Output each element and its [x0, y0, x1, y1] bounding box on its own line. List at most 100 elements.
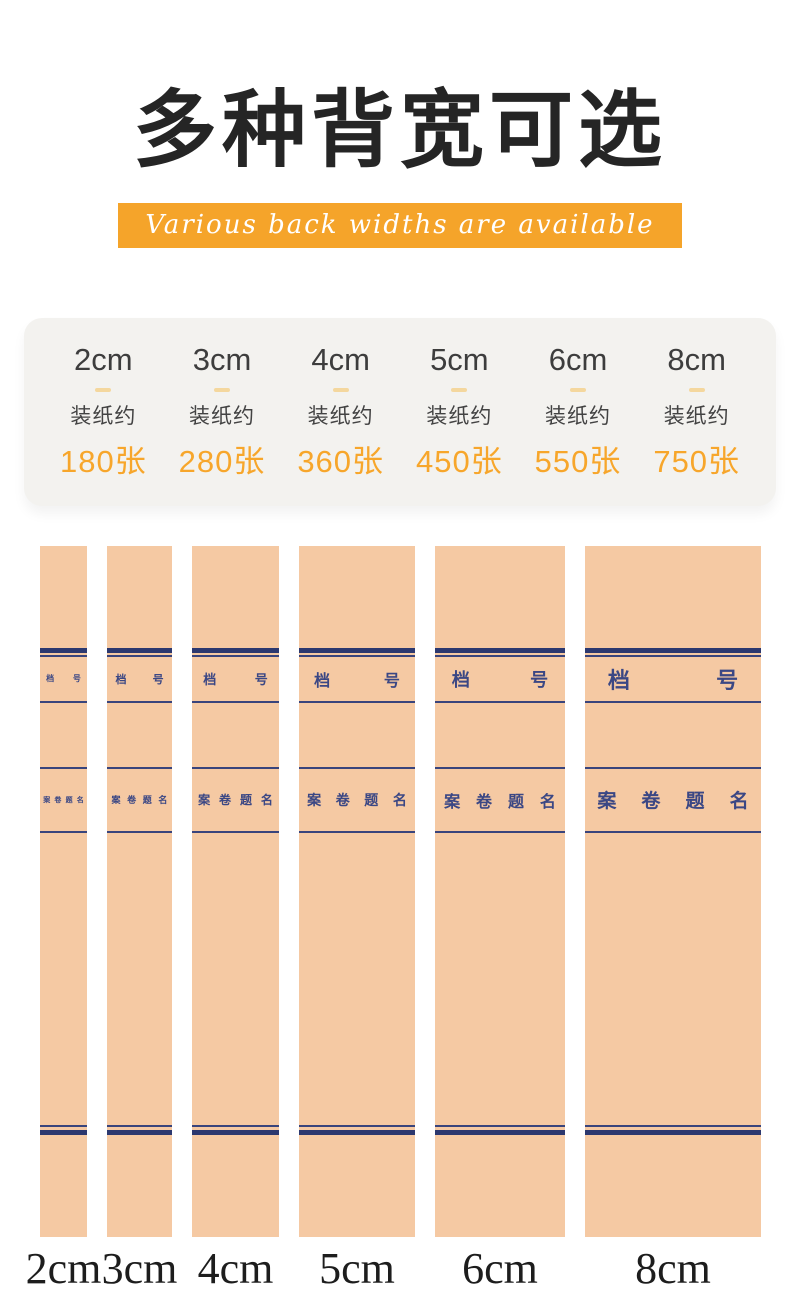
- spine-top-blank: [107, 546, 172, 648]
- spine-rule-thin: [435, 766, 565, 769]
- file-number-char: 号: [716, 667, 739, 693]
- spine-rule-thick: [585, 1129, 761, 1135]
- archive-spine-6cm: 档号案卷题名: [435, 545, 565, 1237]
- spec-sheet-count: 750张: [653, 443, 741, 479]
- spec-sheet-count: 360张: [297, 443, 385, 479]
- spine-rule-thick: [299, 647, 415, 653]
- file-title-char: 案: [111, 795, 121, 806]
- spine-size-label: 2cm: [25, 1243, 102, 1293]
- file-number-char: 档: [203, 672, 217, 688]
- spine-rule-thin: [107, 654, 172, 657]
- spec-column-6cm: 6cm 装纸约 550张: [519, 342, 638, 506]
- spine-column-2cm: 档号案卷题名 2cm: [26, 545, 101, 1293]
- specs-card: 2cm 装纸约 180张 3cm 装纸约 280张 4cm 装纸约 360张 5cm 装纸约 450张…: [24, 317, 776, 506]
- spec-dash-divider: [451, 387, 468, 392]
- spine-rule-thick: [107, 1129, 172, 1135]
- file-title-char: 案: [198, 793, 211, 808]
- file-title-row: 案卷题名: [192, 769, 279, 831]
- spine-rule-thin: [40, 654, 87, 657]
- spine-column-3cm: 档号案卷题名 3cm: [102, 545, 177, 1293]
- spine-top-blank: [585, 546, 761, 648]
- spine-rule-thin: [299, 700, 415, 703]
- file-title-char: 案: [597, 791, 617, 813]
- file-title-row: 案卷题名: [299, 769, 415, 831]
- file-title-char: 名: [158, 795, 168, 806]
- spec-column-8cm: 8cm 装纸约 750张: [637, 342, 756, 506]
- spine-rule-thin: [107, 766, 172, 769]
- spine-middle-blank: [435, 703, 565, 767]
- spine-rule-thin: [40, 766, 87, 769]
- file-title-char: 卷: [127, 795, 137, 806]
- file-number-char: 号: [254, 672, 268, 688]
- spec-size-label: 6cm: [548, 341, 608, 377]
- spine-column-5cm: 档号案卷题名 5cm: [299, 545, 415, 1293]
- file-number-char: 号: [383, 672, 400, 690]
- spine-middle-blank: [585, 703, 761, 767]
- spine-rule-thin: [585, 700, 761, 703]
- file-title-row: 案卷题名: [40, 769, 87, 831]
- spine-size-label: 8cm: [635, 1243, 711, 1293]
- file-title-row: 案卷题名: [435, 769, 565, 831]
- spine-rule-thick: [40, 647, 87, 653]
- spec-dash-divider: [95, 387, 112, 392]
- spine-rule-thick: [435, 647, 565, 653]
- spec-dash-divider: [214, 387, 230, 392]
- spine-top-blank: [435, 546, 565, 648]
- spec-size-label: 4cm: [311, 341, 370, 377]
- file-number-char: 档: [314, 672, 331, 690]
- spec-column-5cm: 5cm 装纸约 450张: [400, 342, 519, 506]
- spine-rule-thick: [435, 1129, 565, 1135]
- file-number-char: 号: [530, 669, 549, 690]
- spine-rule-thick: [192, 647, 279, 653]
- spec-capacity-note: 装纸约: [545, 404, 612, 428]
- spine-long-blank: [585, 833, 761, 1125]
- spine-rule-thin: [435, 654, 565, 657]
- spine-top-blank: [192, 546, 279, 648]
- file-title-char: 名: [76, 796, 84, 804]
- spine-size-label: 4cm: [197, 1243, 274, 1293]
- spine-rule-thin: [585, 654, 761, 657]
- spec-dash-divider: [332, 387, 349, 392]
- spine-rule-thin: [40, 700, 87, 703]
- file-title-char: 题: [364, 791, 379, 808]
- spine-rule-thin: [40, 830, 87, 833]
- file-number-row: 档号: [299, 657, 415, 701]
- spine-rule-thin: [192, 654, 279, 657]
- spine-middle-blank: [299, 703, 415, 767]
- spine-rule-thin: [435, 830, 565, 833]
- spine-top-blank: [40, 546, 87, 648]
- spine-column-4cm: 档 号案卷题名 4cm: [192, 545, 279, 1293]
- spine-bottom-blank: [435, 1135, 565, 1237]
- spec-sheet-count: 280张: [178, 443, 266, 479]
- file-title-char: 题: [685, 791, 705, 813]
- spine-size-label: 6cm: [462, 1243, 538, 1293]
- file-number-row: 档号: [585, 657, 761, 701]
- spine-rule-thin: [192, 766, 279, 769]
- spine-rule-thin: [107, 830, 172, 833]
- spine-middle-blank: [192, 703, 279, 767]
- subtitle-banner: Various back widths are available: [118, 202, 682, 248]
- spine-rule-thick: [40, 1129, 87, 1135]
- spine-rule-thin: [299, 766, 415, 769]
- spec-dash-divider: [688, 387, 705, 392]
- file-title-char: 案: [444, 793, 461, 811]
- spine-size-label: 3cm: [101, 1243, 178, 1293]
- file-number-row: 档号: [40, 657, 87, 701]
- spine-size-label: 5cm: [319, 1243, 395, 1293]
- spine-rule-thin: [585, 830, 761, 833]
- spine-width-comparison: 档号案卷题名 2cm 档号案卷题名 3cm 档号案卷题名 4cm 档号案卷题名 5cm 档号案卷…: [0, 545, 800, 1293]
- spine-bottom-blank: [107, 1135, 172, 1237]
- archive-spine-2cm: 档号案卷题名: [40, 545, 87, 1237]
- spine-rule-thick: [585, 647, 761, 653]
- spine-rule-thin: [299, 830, 415, 833]
- spine-rule-thin: [435, 1124, 565, 1127]
- spine-bottom-blank: [299, 1135, 415, 1237]
- spine-top-blank: [299, 546, 415, 648]
- spine-column-8cm: 档号案卷题名 8cm: [585, 545, 761, 1293]
- file-title-row: 案卷题名: [107, 769, 172, 831]
- archive-spine-8cm: 档号案卷题名: [585, 545, 761, 1237]
- file-title-char: 卷: [219, 793, 232, 808]
- file-title-char: 名: [260, 793, 273, 808]
- spine-long-blank: [40, 833, 87, 1125]
- spec-column-3cm: 3cm 装纸约 280张: [163, 342, 282, 506]
